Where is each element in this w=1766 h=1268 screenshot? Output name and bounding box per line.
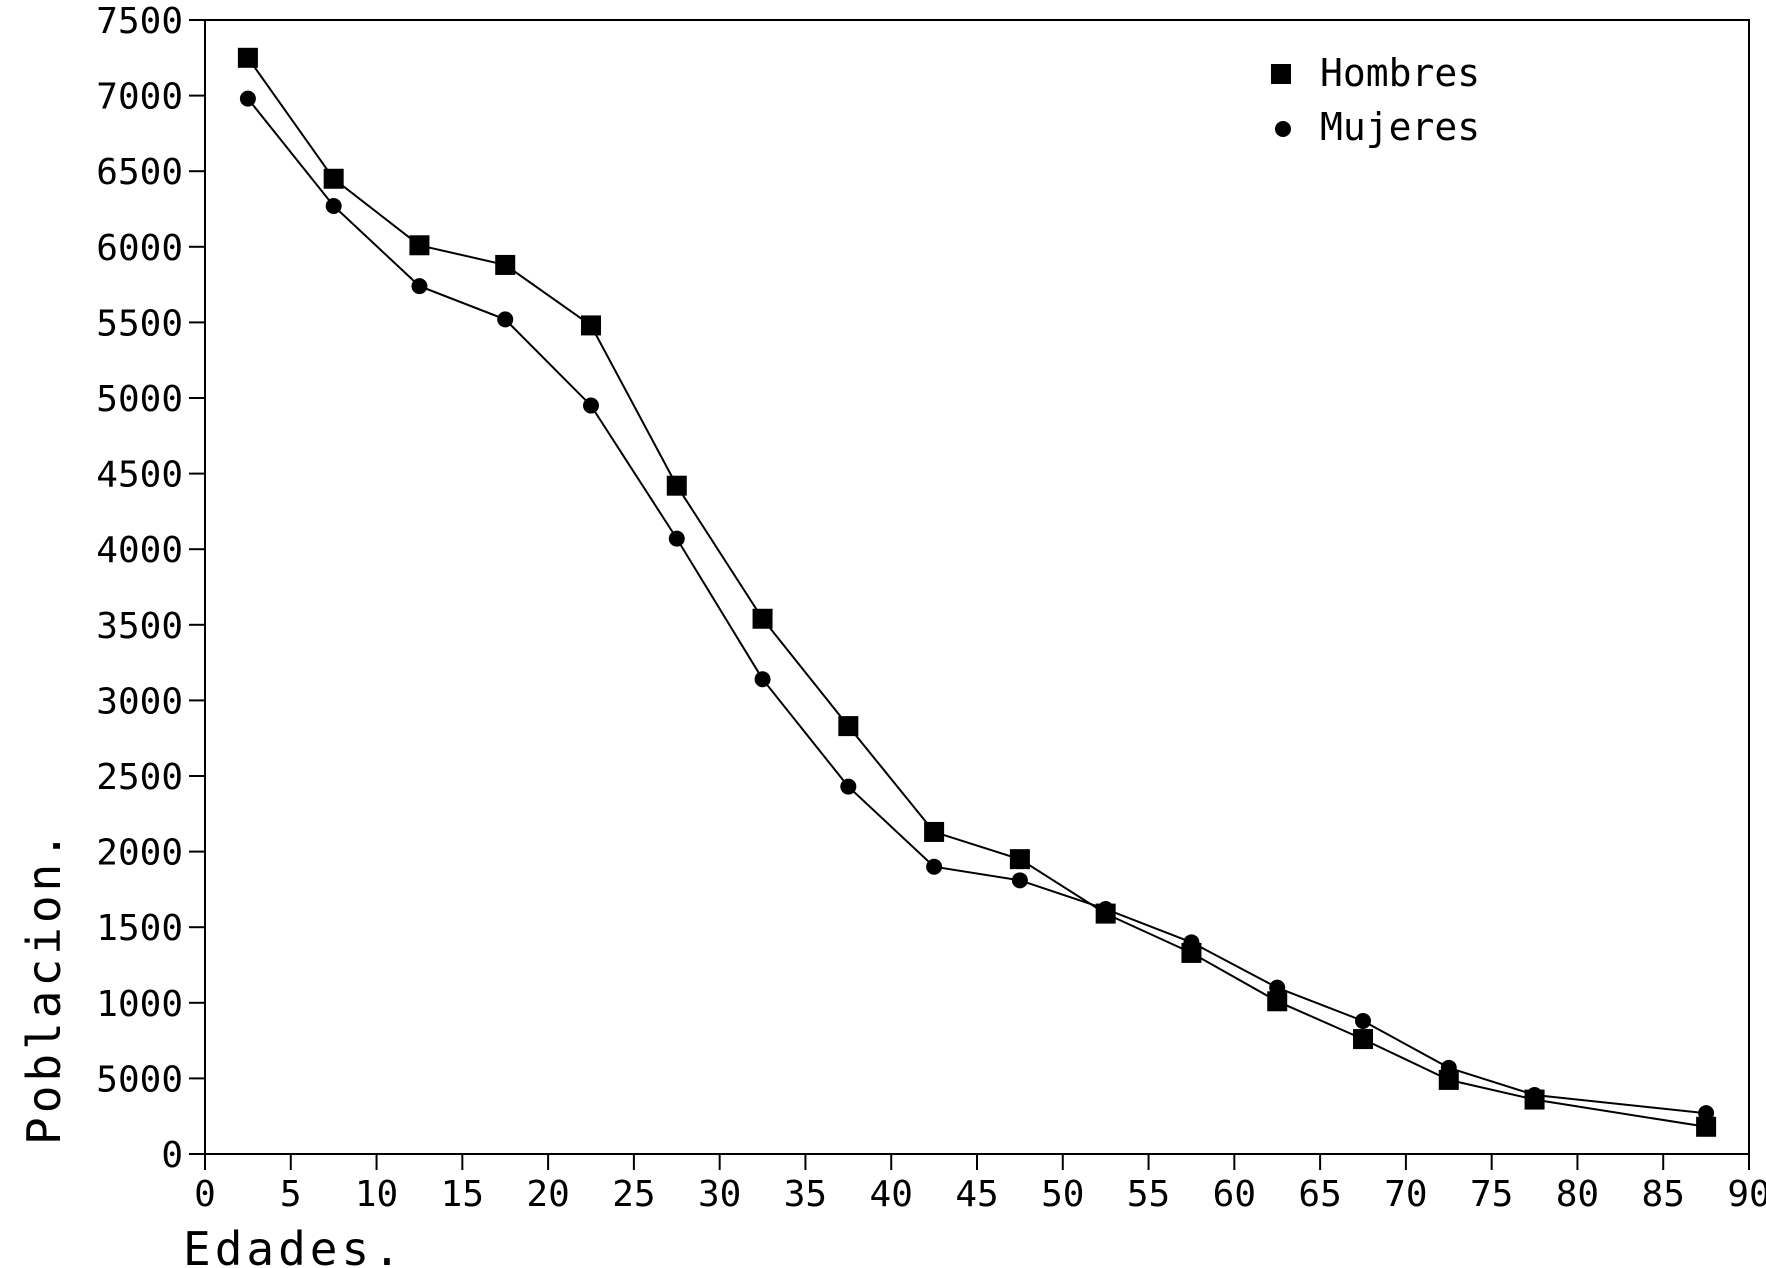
x-tick-label: 75 xyxy=(1470,1174,1513,1215)
x-tick-label: 70 xyxy=(1384,1174,1427,1215)
data-point-mujeres xyxy=(668,530,685,547)
series-line-hombres xyxy=(247,57,1707,1128)
x-tick-label: 50 xyxy=(1041,1174,1084,1215)
data-point-mujeres xyxy=(325,197,342,214)
x-tick-label: 55 xyxy=(1127,1174,1170,1215)
y-tick-label: 6500 xyxy=(96,152,183,193)
legend-label-hombres: Hombres xyxy=(1320,51,1480,95)
y-tick-label: 1000 xyxy=(96,984,183,1025)
y-tick-label: 5500 xyxy=(96,303,183,344)
x-tick-label: 65 xyxy=(1298,1174,1341,1215)
y-tick-label: 4500 xyxy=(96,455,183,496)
data-point-mujeres xyxy=(497,311,514,328)
data-point-mujeres xyxy=(840,778,857,795)
data-point-mujeres xyxy=(1011,872,1028,889)
data-point-mujeres xyxy=(1440,1059,1457,1076)
x-tick-label: 60 xyxy=(1213,1174,1256,1215)
data-point-hombres xyxy=(1438,1069,1459,1090)
data-point-hombres xyxy=(323,168,344,189)
data-point-hombres xyxy=(752,608,773,629)
x-tick-label: 90 xyxy=(1727,1174,1766,1215)
x-tick-label: 0 xyxy=(194,1174,216,1215)
data-point-hombres xyxy=(1267,991,1288,1012)
data-point-mujeres xyxy=(411,278,428,295)
data-point-hombres xyxy=(495,254,516,275)
y-tick-label: 2500 xyxy=(96,757,183,798)
data-point-mujeres xyxy=(1355,1012,1371,1029)
data-point-mujeres xyxy=(1526,1087,1543,1104)
data-point-mujeres xyxy=(1698,1105,1715,1122)
data-point-mujeres xyxy=(239,90,256,107)
x-tick-label: 45 xyxy=(955,1174,998,1215)
data-point-mujeres xyxy=(1097,901,1114,918)
y-tick-label: 5000 xyxy=(96,1059,183,1100)
data-point-hombres xyxy=(838,716,859,737)
x-tick-label: 85 xyxy=(1642,1174,1685,1215)
data-point-hombres xyxy=(409,235,430,256)
y-tick-label: 1500 xyxy=(96,908,183,949)
y-tick-label: 3000 xyxy=(96,681,183,722)
series-line-mujeres xyxy=(247,97,1707,1115)
x-tick-label: 25 xyxy=(612,1174,655,1215)
x-tick-label: 40 xyxy=(870,1174,913,1215)
y-axis: 0 5000 1000 1500 2000 2500 3000 3500 4000 4500 500… xyxy=(96,1,205,1176)
data-point-hombres xyxy=(1696,1116,1717,1137)
data-point-hombres xyxy=(1353,1029,1373,1050)
legend-label-mujeres: Mujeres xyxy=(1320,105,1480,149)
data-point-hombres xyxy=(666,475,687,496)
series-markers xyxy=(237,47,1717,1137)
data-point-hombres xyxy=(581,315,601,336)
series-lines xyxy=(247,57,1707,1128)
x-tick-label: 80 xyxy=(1556,1174,1599,1215)
y-tick-label: 4000 xyxy=(96,530,183,571)
y-tick-label: 6000 xyxy=(96,228,183,269)
x-tick-label: 35 xyxy=(784,1174,827,1215)
x-axis: 0 5 10 15 20 25 30 35 40 45 50 55 60 65 70 75 80 85 90 xyxy=(194,1154,1766,1215)
data-point-hombres xyxy=(237,47,258,68)
y-axis-title: Poblacion. xyxy=(17,828,71,1145)
data-point-hombres xyxy=(1009,849,1030,870)
y-tick-label: 7000 xyxy=(96,77,183,118)
legend: Hombres Mujeres xyxy=(1271,51,1480,149)
x-tick-label: 20 xyxy=(526,1174,569,1215)
data-point-mujeres xyxy=(1183,934,1200,951)
legend-marker-mujeres xyxy=(1275,121,1291,137)
y-tick-label: 2000 xyxy=(96,833,183,874)
y-tick-label: 3500 xyxy=(96,606,183,647)
x-tick-label: 30 xyxy=(698,1174,741,1215)
data-point-mujeres xyxy=(1269,979,1286,996)
data-point-mujeres xyxy=(583,397,599,414)
plot-frame xyxy=(204,19,1750,1155)
x-tick-label: 15 xyxy=(441,1174,484,1215)
data-point-mujeres xyxy=(926,858,943,875)
data-point-hombres xyxy=(924,821,945,842)
data-point-mujeres xyxy=(754,671,771,688)
x-axis-title: Edades. xyxy=(183,1222,405,1268)
y-tick-label: 5000 xyxy=(96,379,183,420)
legend-marker-hombres xyxy=(1271,64,1291,84)
x-tick-label: 10 xyxy=(355,1174,398,1215)
y-tick-label: 7500 xyxy=(96,1,183,42)
x-tick-label: 5 xyxy=(280,1174,302,1215)
y-tick-label: 0 xyxy=(161,1135,183,1176)
